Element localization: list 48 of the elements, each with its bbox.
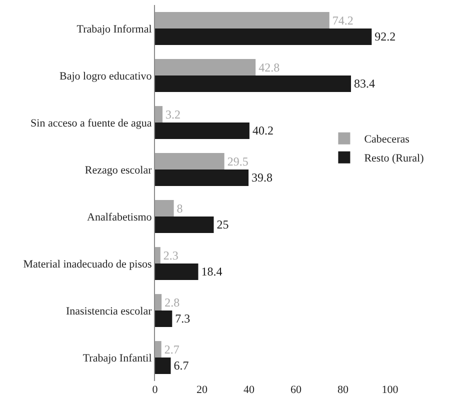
data-label: 3.2 bbox=[166, 107, 181, 122]
data-label: 2.7 bbox=[164, 342, 180, 356]
bar bbox=[155, 76, 351, 92]
x-tick-label: 40 bbox=[244, 384, 255, 396]
data-label: 29.5 bbox=[227, 154, 248, 168]
data-label: 42.8 bbox=[258, 60, 280, 74]
y-tick-label: Inasistencia escolar bbox=[66, 305, 152, 318]
bar bbox=[155, 341, 162, 358]
bar bbox=[155, 28, 372, 45]
y-tick-label: Rezago escolar bbox=[84, 164, 152, 176]
x-tick-label: 100 bbox=[382, 384, 399, 396]
bar bbox=[155, 216, 214, 233]
data-label: 25 bbox=[216, 218, 229, 232]
data-label: 2.8 bbox=[164, 295, 180, 310]
y-tick-label: Material inadecuado de pisos bbox=[23, 258, 152, 270]
y-tick-label: Trabajo Informal bbox=[76, 23, 152, 36]
y-tick-label: Bajo logro educativo bbox=[60, 70, 152, 82]
data-label: 39.8 bbox=[252, 170, 273, 185]
bar bbox=[155, 200, 174, 216]
x-tick-label: 0 bbox=[152, 384, 158, 396]
legend-label: Resto (Rural) bbox=[364, 152, 424, 165]
bar bbox=[155, 264, 198, 280]
y-tick-label: Sin acceso a fuente de agua bbox=[30, 117, 152, 130]
bar bbox=[155, 106, 163, 122]
bar bbox=[155, 310, 172, 327]
bar bbox=[155, 122, 250, 139]
y-tick-label: Trabajo Infantil bbox=[82, 352, 152, 364]
x-tick-label: 80 bbox=[338, 384, 349, 396]
x-tick-label: 60 bbox=[290, 384, 302, 396]
data-label: 2.3 bbox=[163, 248, 178, 262]
bar bbox=[155, 358, 171, 374]
bar bbox=[155, 170, 249, 186]
data-label: 83.4 bbox=[354, 76, 375, 91]
bar bbox=[155, 153, 224, 170]
legend-label: Cabeceras bbox=[364, 134, 410, 146]
data-label: 40.2 bbox=[252, 124, 274, 138]
bar bbox=[155, 59, 256, 76]
data-label: 7.3 bbox=[175, 312, 190, 326]
x-tick-label: 20 bbox=[196, 384, 208, 396]
data-label: 74.2 bbox=[332, 13, 354, 28]
y-tick-label: Analfabetismo bbox=[87, 211, 152, 224]
bar bbox=[155, 294, 162, 310]
data-label: 8 bbox=[176, 201, 183, 216]
data-label: 92.2 bbox=[374, 30, 396, 44]
bar bbox=[155, 12, 330, 28]
data-label: 6.7 bbox=[174, 358, 189, 373]
data-label: 18.4 bbox=[201, 264, 222, 279]
bar bbox=[155, 247, 160, 264]
